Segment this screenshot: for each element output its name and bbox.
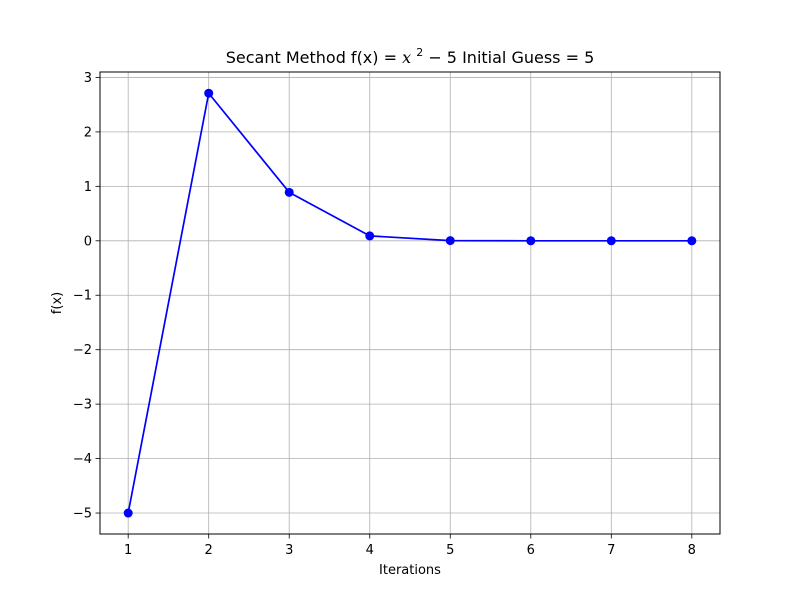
y-tick-label: −3 [73, 398, 92, 413]
y-tick-label: 1 [84, 180, 92, 195]
plot-frame [99, 71, 721, 535]
title-prefix: Secant Method f(x) = [226, 48, 402, 67]
x-tick-label: 1 [124, 543, 132, 558]
x-tick-label: 7 [607, 543, 615, 558]
y-tick-label: −2 [73, 343, 92, 358]
y-tick-label: −4 [73, 452, 92, 467]
x-tick-label: 5 [446, 543, 454, 558]
y-tick-label: 2 [84, 125, 92, 140]
x-tick-label: 4 [366, 543, 374, 558]
title-math-variable: x [402, 48, 411, 67]
series-layer [123, 88, 697, 518]
y-tick-label: 0 [84, 234, 92, 249]
series-line [127, 92, 692, 514]
data-point-marker [365, 231, 375, 241]
y-tick-label: −1 [73, 289, 92, 304]
chart-title: Secant Method f(x) = x 2 − 5 Initial Gue… [226, 41, 595, 67]
data-point-marker [606, 236, 616, 246]
data-point-marker [123, 508, 133, 518]
data-point-marker [284, 187, 294, 197]
data-point-marker [526, 236, 536, 246]
title-math-exponent: 2 [416, 46, 423, 59]
x-tick-label: 2 [205, 543, 213, 558]
ticks: 1 2 3 4 5 6 7 8 −5 −4 −3 −2 −1 0 1 2 3 [73, 71, 696, 558]
data-point-marker [204, 88, 214, 98]
x-axis-label: Iterations [379, 563, 441, 578]
title-suffix: Initial Guess = 5 [462, 48, 594, 67]
x-tick-label: 3 [285, 543, 293, 558]
data-point-marker [445, 236, 455, 246]
y-tick-label: 3 [84, 71, 92, 86]
x-tick-label: 8 [688, 543, 696, 558]
y-tick-label: −5 [73, 507, 92, 522]
title-math-rest: − 5 [428, 48, 457, 67]
x-tick-label: 6 [527, 543, 535, 558]
data-point-marker [687, 236, 697, 246]
y-axis-label: f(x) [50, 292, 65, 314]
